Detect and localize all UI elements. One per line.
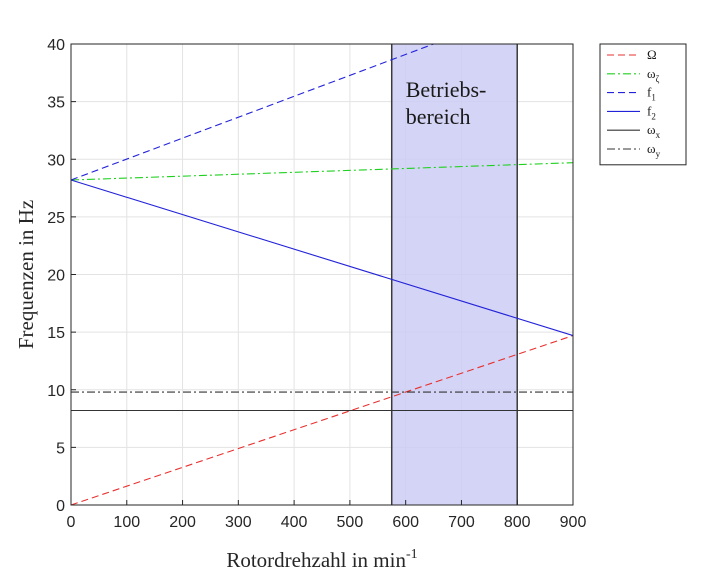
series-line-3 [70,43,434,181]
x-tick-label: 0 [67,514,76,531]
y-tick-label: 10 [47,383,65,400]
x-axis-title-text: Rotordrehzahl in min [226,548,406,572]
x-axis-title-exponent: -1 [406,547,418,562]
legend-label-1: Ω [647,47,657,62]
x-tick-label: 700 [448,514,475,531]
x-tick-label: 600 [392,514,419,531]
series-lines [70,43,574,506]
x-axis-title: Rotordrehzahl in min-1 [226,547,417,572]
series-line-4 [70,179,574,337]
x-tick-label: 200 [169,514,196,531]
y-tick-label: 25 [47,210,65,227]
legend-label-5: ωx [647,122,661,140]
y-tick-labels: 0 5 10 15 20 25 30 35 40 [47,37,76,515]
y-tick-label: 0 [56,498,65,515]
y-tick-label: 5 [56,440,65,457]
legend-label-3: f1 [647,85,656,103]
x-tick-label: 300 [225,514,252,531]
y-tick-label: 15 [47,325,65,342]
x-tick-label: 800 [504,514,531,531]
y-axis-title: Frequenzen in Hz [14,200,38,349]
y-tick-label: 35 [47,95,65,112]
x-tick-label: 100 [113,514,140,531]
y-tick-label: 20 [47,268,65,285]
legend-box [599,43,687,166]
y-tick-label: 40 [47,37,65,54]
region-label-line-2: bereich [406,104,471,129]
operating-region-fill [391,44,518,505]
region-label-line-1: Betriebs- [406,77,487,102]
legend-label-6: ωy [647,141,661,159]
x-tick-label: 500 [337,514,364,531]
series-line-1 [70,335,574,506]
x-tick-labels: 0 100 200 300 400 500 600 700 800 900 [67,500,587,531]
x-tick-label: 400 [281,514,308,531]
y-tick-label: 30 [47,152,65,169]
series-line-2 [70,162,574,181]
legend-label-2: ωζ [647,66,660,84]
x-tick-label: 900 [560,514,587,531]
legend-label-4: f2 [647,103,656,121]
operating-region: Betriebs- bereich [390,44,518,505]
